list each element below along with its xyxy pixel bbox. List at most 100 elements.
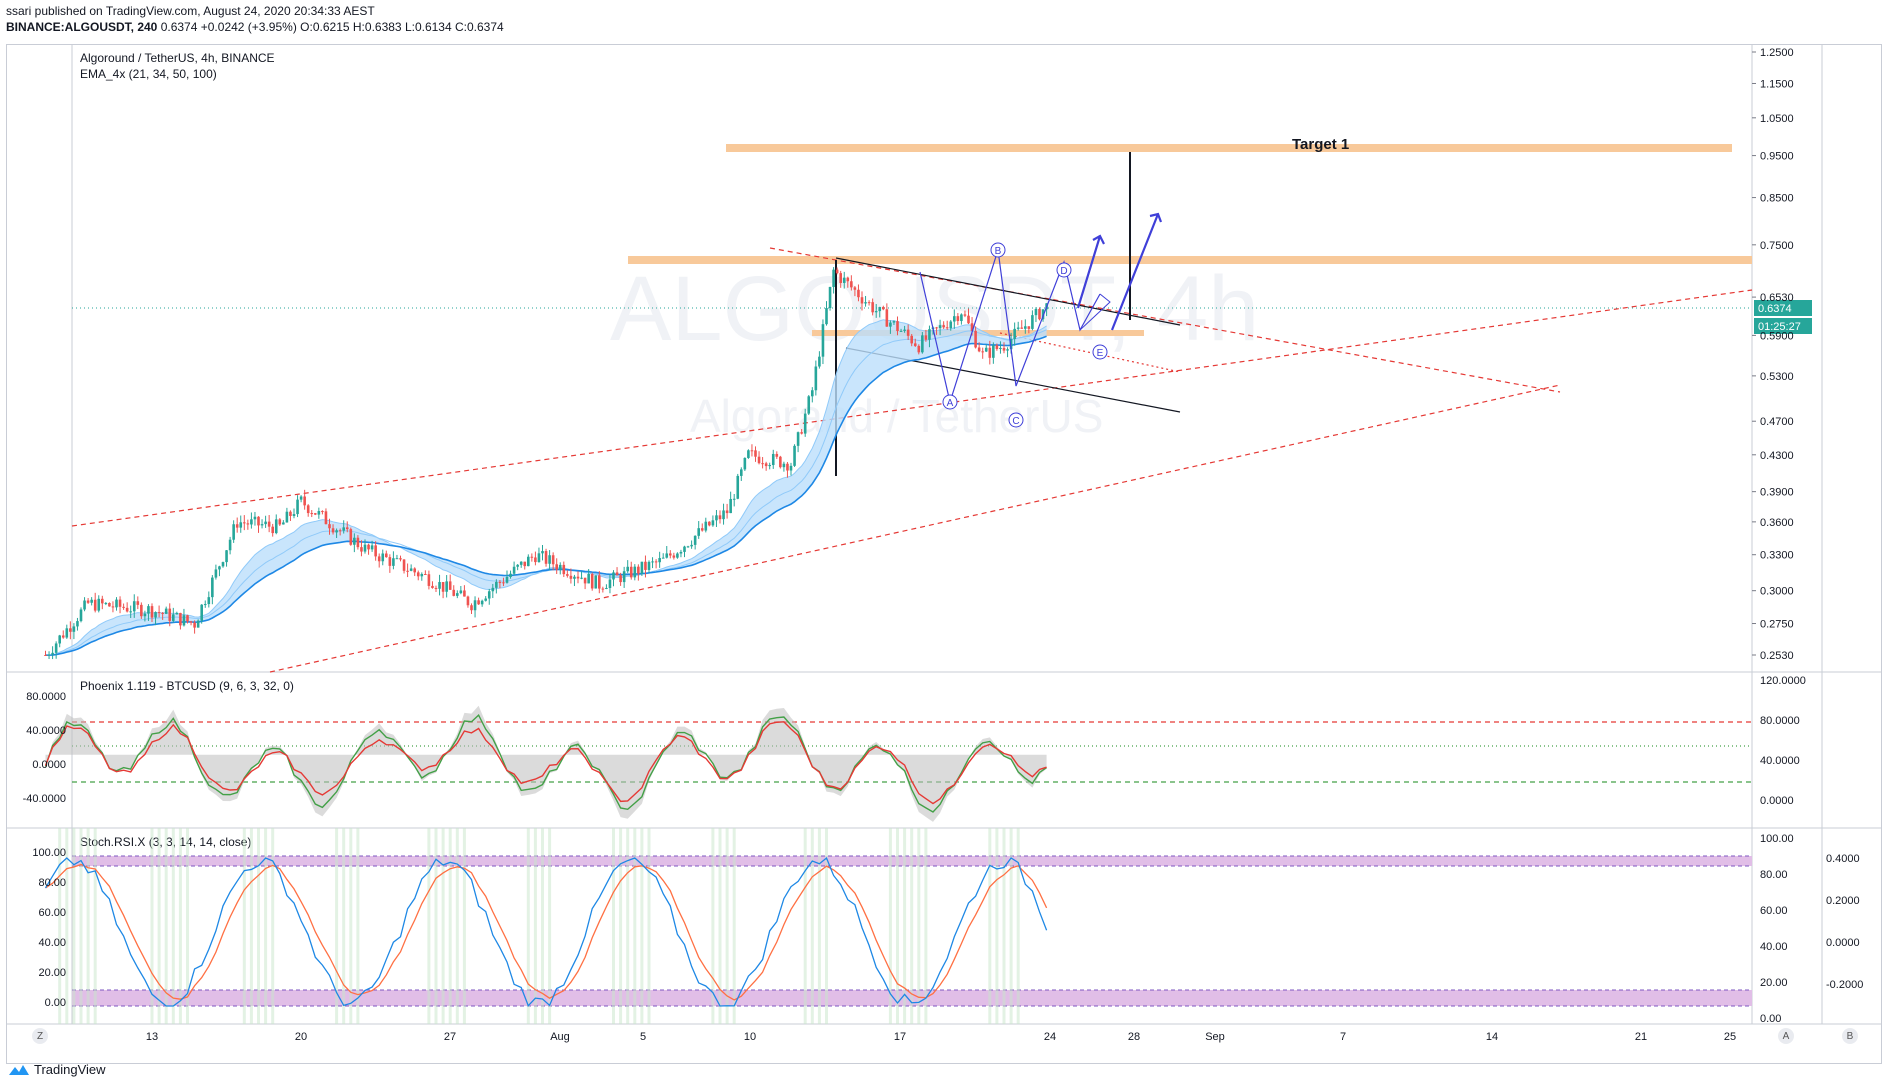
wave-label-circle bbox=[1008, 412, 1024, 428]
candle-body bbox=[377, 556, 381, 562]
candle-body bbox=[981, 351, 984, 353]
change-value: +0.0242 (+3.95%) bbox=[200, 20, 297, 34]
candle-body bbox=[392, 558, 395, 566]
stoch-signal-bar bbox=[72, 828, 76, 1024]
candle-body bbox=[331, 528, 335, 533]
candle-body bbox=[168, 608, 172, 621]
stoch-d-line bbox=[45, 863, 1048, 1001]
stoch-signal-bar bbox=[434, 828, 438, 1024]
stoch-signal-bar bbox=[462, 828, 466, 1024]
candle-body bbox=[960, 314, 963, 322]
candle-body bbox=[654, 561, 658, 563]
candle-body bbox=[754, 450, 757, 457]
candle-body bbox=[1031, 315, 1034, 329]
candle-body bbox=[51, 652, 54, 655]
osc-series bbox=[44, 705, 1047, 822]
candle-body bbox=[1034, 309, 1038, 316]
osc-left-tick: 80.0000 bbox=[26, 691, 66, 703]
candle-body bbox=[193, 622, 196, 628]
candle-body bbox=[672, 555, 676, 558]
time-axis[interactable]: 13 20 27 Aug 5 10 17 24 28 Sep 7 14 21 25 bbox=[146, 1031, 1736, 1043]
candle-body bbox=[264, 521, 267, 525]
candle-body bbox=[175, 612, 179, 615]
candle-body bbox=[566, 574, 569, 576]
candle-body bbox=[495, 581, 498, 588]
price-tick-label: 0.3900 bbox=[1760, 487, 1794, 499]
candle-body bbox=[622, 571, 626, 583]
candle-body bbox=[956, 316, 960, 322]
stoch-signal-bar bbox=[1016, 828, 1020, 1024]
candle-body bbox=[47, 654, 51, 656]
candle-body bbox=[740, 469, 743, 476]
candle-body bbox=[445, 581, 448, 592]
candle-body bbox=[125, 607, 129, 612]
candle-body bbox=[786, 463, 789, 471]
time-tick-label: 7 bbox=[1340, 1031, 1346, 1043]
stoch-right-tick: 60.00 bbox=[1760, 905, 1788, 917]
candle-body bbox=[644, 561, 647, 570]
candle-body bbox=[477, 600, 480, 605]
candle-body bbox=[409, 568, 413, 571]
candle-body bbox=[282, 522, 285, 525]
candle-body bbox=[413, 568, 416, 573]
candle-body bbox=[61, 635, 65, 638]
stoch-right-tick: 0.00 bbox=[1760, 1013, 1781, 1025]
candle-body bbox=[747, 450, 750, 458]
stoch-signal-bar bbox=[647, 828, 651, 1024]
candle-body bbox=[775, 453, 779, 457]
candle-body bbox=[505, 576, 509, 583]
watermark-name: Algorand / TetherUS bbox=[690, 390, 1103, 442]
candle-body bbox=[1038, 309, 1041, 320]
candle-body bbox=[470, 605, 473, 611]
candle-body bbox=[97, 598, 101, 611]
candle-body bbox=[69, 628, 72, 632]
wave-label-text: C bbox=[1012, 416, 1019, 427]
candle-body bbox=[1009, 338, 1013, 350]
stoch-right-tick: 80.00 bbox=[1760, 869, 1788, 881]
candle-body bbox=[448, 581, 452, 590]
candle-body bbox=[402, 559, 406, 571]
candle-body bbox=[548, 555, 551, 564]
candle-body bbox=[761, 463, 764, 465]
candle-body bbox=[587, 573, 590, 584]
scale-b-button[interactable]: B bbox=[1842, 1028, 1858, 1044]
candle-body bbox=[995, 345, 999, 350]
stoch-left-tick: 80.00 bbox=[38, 877, 66, 889]
candle-body bbox=[690, 544, 693, 547]
candle-body bbox=[115, 599, 118, 608]
candle-body bbox=[250, 519, 253, 525]
price-tick-label: 1.0500 bbox=[1760, 113, 1794, 125]
brand-name: TradingView bbox=[34, 1062, 106, 1077]
auto-scale-button[interactable]: A bbox=[1778, 1028, 1794, 1044]
candle-body bbox=[594, 575, 598, 589]
candle-body bbox=[697, 528, 700, 536]
candle-body bbox=[711, 520, 715, 526]
stoch-signal-bar bbox=[924, 828, 928, 1024]
price-tick-label: 1.2500 bbox=[1760, 47, 1794, 59]
time-tick-label: 20 bbox=[295, 1031, 307, 1043]
candle-body bbox=[221, 562, 225, 567]
stoch-signal-bar bbox=[264, 828, 268, 1024]
stoch-signal-bar bbox=[548, 828, 552, 1024]
candle-body bbox=[157, 612, 161, 614]
candle-body bbox=[573, 576, 576, 579]
candle-body bbox=[871, 302, 874, 313]
time-tick-label: 25 bbox=[1724, 1031, 1736, 1043]
stoch-left-tick: 0.00 bbox=[45, 997, 66, 1009]
stoch-signal-bar bbox=[257, 828, 260, 1024]
candle-body bbox=[562, 564, 566, 575]
zoom-reset-button[interactable]: Z bbox=[32, 1028, 48, 1044]
countdown-badge-text: 01:25:27 bbox=[1758, 321, 1801, 333]
stoch-signal-bar bbox=[817, 828, 821, 1024]
price-tick-label: 0.2530 bbox=[1760, 650, 1794, 662]
candle-body bbox=[867, 302, 871, 304]
ema-line bbox=[45, 329, 1047, 656]
osc-right-tick: 80.0000 bbox=[1760, 715, 1800, 727]
candle-body bbox=[807, 396, 811, 414]
osc-title: Phoenix 1.119 - BTCUSD (9, 6, 3, 32, 0) bbox=[80, 679, 294, 693]
price-axis[interactable]: 1.2500 1.1500 1.0500 0.9500 0.8500 0.7500 0.65… bbox=[1752, 47, 1794, 662]
candle-body bbox=[615, 572, 619, 576]
candle-body bbox=[541, 551, 544, 554]
candle-body bbox=[601, 588, 605, 590]
